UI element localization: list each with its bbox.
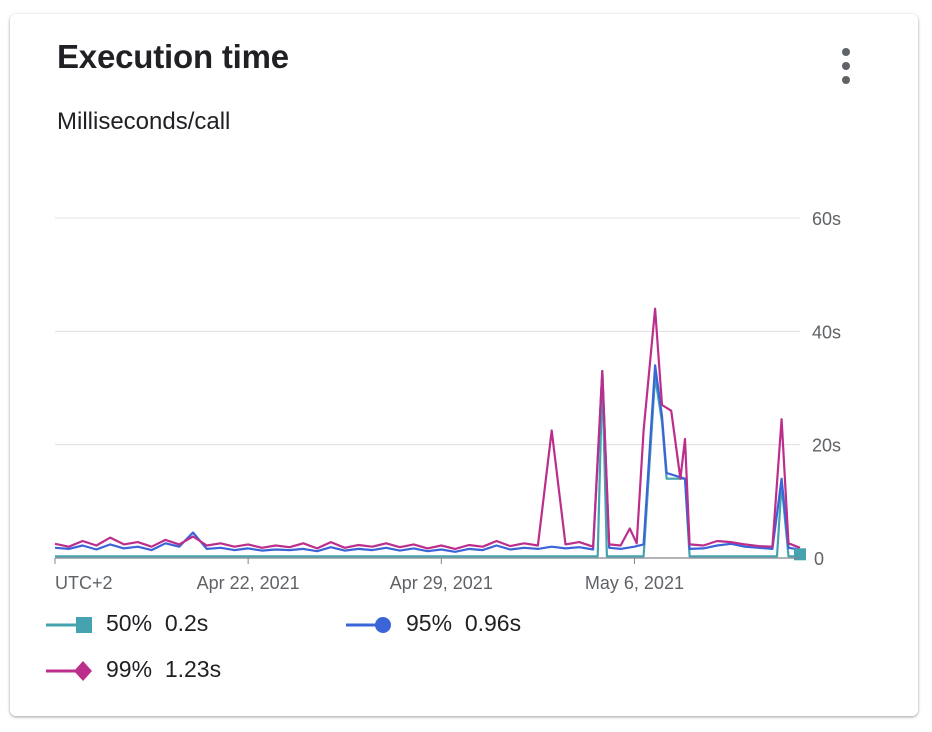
card-title: Execution time	[57, 38, 289, 75]
legend-marker-diamond-icon	[46, 660, 92, 681]
series-line-95	[54, 364, 801, 553]
series-line-99	[54, 307, 801, 551]
menu-dot	[842, 48, 850, 56]
legend-marker-square-icon	[46, 616, 92, 633]
legend-item-95[interactable]: 95% 0.96s	[346, 610, 521, 637]
legend-label-99: 99% 1.23s	[106, 656, 222, 682]
legend-label-50: 50% 0.2s	[106, 610, 209, 636]
more-vert-icon[interactable]	[832, 46, 860, 86]
x-tick-label: Apr 29, 2021	[390, 573, 493, 593]
y-tick-label: 60s	[812, 209, 841, 229]
legend-item-99[interactable]: 99% 1.23s	[46, 656, 221, 683]
execution-time-card	[10, 14, 918, 716]
x-tick-label: Apr 22, 2021	[197, 573, 300, 593]
last-value-marker	[794, 548, 806, 561]
menu-dot	[842, 62, 850, 70]
x-tick-label: May 6, 2021	[585, 573, 684, 593]
y-tick-label: 20s	[812, 436, 841, 456]
legend-item-50[interactable]: 50% 0.2s	[46, 610, 208, 637]
y-tick-label: 0	[814, 549, 824, 569]
card-subtitle: Milliseconds/call	[57, 108, 231, 135]
legend-marker-circle-icon	[346, 616, 391, 633]
y-tick-label: 40s	[812, 322, 841, 342]
legend-label-95: 95% 0.96s	[406, 610, 522, 636]
menu-dot	[842, 76, 850, 84]
x-tick-label: UTC+2	[55, 573, 113, 593]
